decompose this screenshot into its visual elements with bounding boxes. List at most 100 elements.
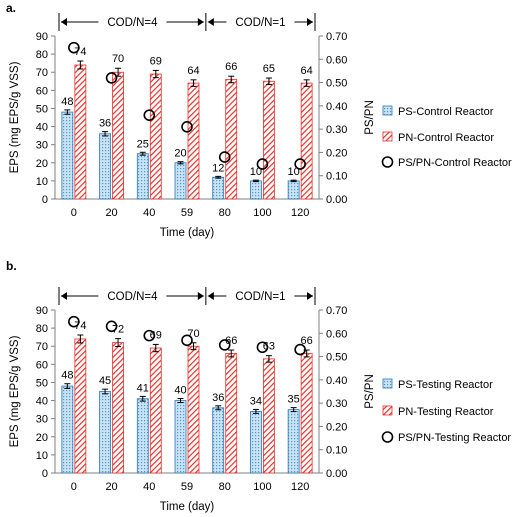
phase-label-2: COD/N=1	[235, 291, 285, 303]
pn-bar	[300, 82, 313, 200]
legend-ps-swatch	[382, 105, 393, 116]
pn-bar	[187, 345, 200, 474]
pn-data-label: 72	[112, 324, 124, 336]
x-tick-label: 0	[71, 207, 77, 219]
ps-pn-ratio-point	[68, 41, 80, 54]
y-tick-label: 50	[36, 377, 48, 389]
arrowhead-right-icon	[197, 18, 204, 26]
arrowhead-right-icon	[307, 292, 313, 300]
legend-pn-swatch	[382, 131, 393, 142]
y2-tick-label: 0.30	[326, 124, 347, 136]
x-tick-label: 40	[143, 207, 155, 219]
ps-bar	[136, 398, 149, 474]
pn-bar	[112, 342, 124, 474]
pn-bar	[74, 64, 87, 200]
ps-data-label: 36	[99, 118, 111, 130]
legend-pn-label: PN-Control Reactor	[398, 132, 494, 144]
y2-tick-label: 0.20	[326, 421, 347, 433]
arrowhead-right-icon	[307, 18, 313, 26]
ps-bar	[61, 385, 74, 474]
pn-data-label: 65	[263, 63, 275, 75]
ps-data-label: 34	[250, 395, 262, 407]
ps-data-label: 20	[174, 148, 186, 160]
y2-tick-label: 0.30	[326, 398, 347, 410]
pn-bar	[149, 73, 162, 200]
ps-data-label: 10	[250, 166, 262, 178]
legend-pn-swatch	[382, 405, 393, 416]
y-tick-label: 90	[36, 31, 48, 43]
y2-tick-label: 0.10	[326, 171, 347, 183]
pn-bar	[187, 82, 200, 200]
y2-tick-label: 0.50	[326, 352, 347, 364]
legend-ratio-label: PS/PN-Testing Reactor	[398, 432, 511, 444]
ps-pn-ratio-point	[218, 151, 231, 163]
pn-data-label: 66	[301, 335, 313, 347]
y-tick-label: 60	[36, 85, 48, 97]
y2-tick-label: 0.00	[326, 468, 347, 480]
pn-bar	[112, 71, 124, 200]
x-tick-label: 20	[105, 207, 117, 219]
y2-tick-label: 0.10	[326, 445, 347, 457]
arrowhead-left-icon	[207, 18, 214, 26]
pn-data-label: 74	[74, 320, 86, 332]
ps-pn-ratio-point	[181, 334, 193, 347]
ps-bar	[287, 180, 300, 200]
ps-bar	[174, 400, 187, 474]
x-tick-label: 100	[253, 207, 271, 219]
ps-pn-ratio-point	[143, 329, 156, 342]
ps-data-label: 45	[99, 375, 111, 387]
x-tick-label: 120	[291, 481, 309, 493]
y-tick-label: 40	[36, 396, 48, 408]
legend-ps-label: PS-Testing Reactor	[398, 379, 493, 391]
x-tick-label: 59	[181, 207, 193, 219]
ps-bar	[212, 407, 225, 474]
y-tick-label: 50	[36, 103, 48, 115]
ps-pn-ratio-point	[105, 72, 118, 84]
y-tick-label: 30	[36, 140, 48, 152]
y2-axis-title: PS/PN	[364, 374, 376, 409]
phase-label-1: COD/N=4	[107, 291, 158, 303]
arrowhead-left-icon	[61, 18, 67, 26]
arrowhead-left-icon	[61, 292, 67, 300]
ps-data-label: 25	[137, 138, 149, 150]
y-tick-label: 70	[36, 341, 48, 353]
legend-ratio-label: PS/PN-Control Reactor	[398, 157, 512, 169]
y-tick-label: 40	[36, 122, 48, 134]
y-axis-title: EPS (mg EPS/g VSS)	[9, 335, 21, 447]
ps-pn-ratio-point	[294, 158, 306, 170]
pn-data-label: 70	[112, 53, 124, 65]
pn-data-label: 69	[150, 55, 162, 67]
y2-tick-label: 0.00	[326, 194, 347, 206]
y2-tick-label: 0.60	[326, 54, 347, 66]
y2-tick-label: 0.70	[326, 305, 347, 317]
ps-pn-ratio-point	[256, 341, 269, 354]
legend-ratio-circle-icon	[381, 156, 394, 168]
y2-tick-label: 0.40	[326, 101, 347, 113]
y-tick-label: 90	[36, 305, 48, 317]
ps-bar	[61, 111, 74, 200]
pn-bar	[263, 80, 275, 200]
arrowhead-right-icon	[197, 292, 204, 300]
chart-panel-a: a. COD/N=4 COD/N=1 0 10 20 30 40 50 60 70 80 90 0.00 0…	[6, 1, 512, 239]
ps-bar	[174, 162, 187, 200]
legend-ps-label: PS-Control Reactor	[398, 106, 494, 118]
ps-data-label: 40	[174, 385, 186, 397]
phase-label-2: COD/N=1	[235, 17, 285, 29]
x-tick-label: 59	[181, 481, 193, 493]
x-tick-label: 100	[253, 481, 271, 493]
ps-bar	[287, 409, 300, 474]
pn-data-label: 74	[74, 46, 86, 58]
y-tick-label: 80	[36, 49, 48, 61]
pn-bar	[300, 353, 313, 474]
ps-bar	[136, 153, 149, 200]
ps-pn-ratio-point	[294, 343, 306, 356]
y2-tick-label: 0.20	[326, 147, 347, 159]
ps-pn-ratio-point	[181, 121, 193, 133]
pn-data-label: 66	[225, 335, 237, 347]
ps-bar	[212, 176, 225, 200]
pn-bar	[149, 347, 162, 474]
y-tick-label: 0	[42, 468, 48, 480]
pn-bar	[225, 353, 238, 474]
phase-label-1: COD/N=4	[107, 17, 158, 29]
